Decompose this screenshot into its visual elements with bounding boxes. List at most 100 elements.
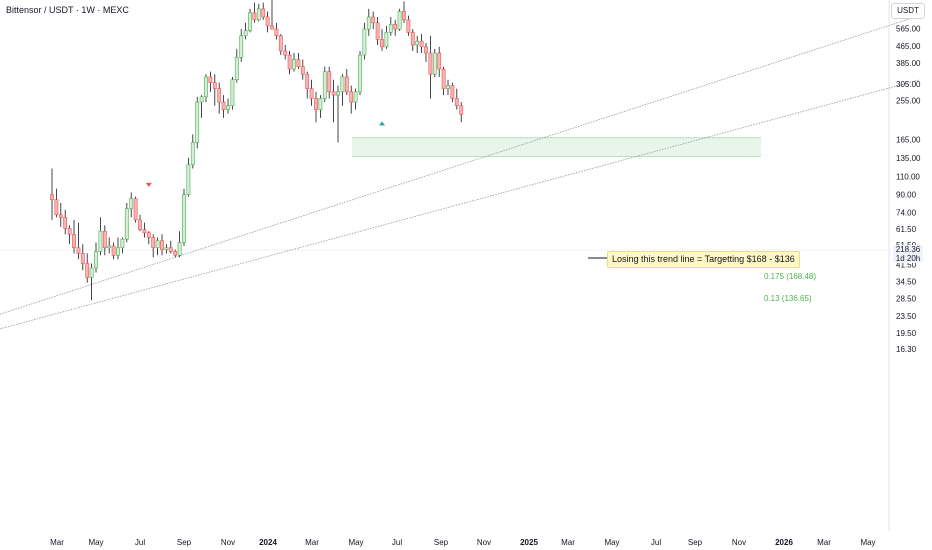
time-tick-label: 2026 [775, 538, 793, 547]
candle [388, 16, 393, 36]
candle-body [261, 8, 266, 18]
candle-body [309, 88, 314, 99]
candle-body [446, 85, 450, 89]
price-axis[interactable]: 2,000.001,600.001,300.001,050.00850.0069… [896, 0, 928, 354]
candle-body [234, 56, 239, 81]
candle-body [265, 16, 270, 27]
candle-body [186, 164, 191, 195]
candle [133, 196, 138, 223]
time-tick-label: Sep [434, 538, 449, 547]
candle-body [72, 234, 76, 249]
candle-body [226, 105, 230, 110]
candle-body [274, 28, 279, 37]
candle-body [54, 199, 59, 216]
candle-body [94, 251, 98, 269]
price-tick-label: 19.50 [896, 329, 917, 338]
candle [248, 8, 252, 33]
candle-body [208, 76, 213, 83]
candle [397, 8, 402, 31]
candle-body [146, 232, 151, 238]
candle [226, 98, 230, 114]
candle-body [305, 73, 310, 89]
candle [63, 209, 68, 235]
candle-body [111, 245, 116, 256]
trendline[interactable] [0, 79, 920, 330]
time-axis[interactable]: Mar May Jul Sep Nov 2024 Mar May Jul Sep Nov 2025 Ma… [50, 538, 875, 547]
candle-body [138, 219, 142, 231]
candle-body [199, 96, 204, 103]
candle-body [327, 71, 332, 93]
candle-body [102, 230, 107, 249]
candle [270, 0, 274, 30]
candle [362, 22, 367, 60]
candle [221, 95, 226, 118]
candle [204, 74, 208, 103]
candle-body [239, 35, 244, 58]
candle-body [221, 101, 226, 110]
candle-body [344, 76, 349, 93]
price-tick-label: 23.50 [896, 312, 917, 321]
candle-body [397, 11, 402, 30]
candle [296, 52, 301, 70]
price-tick-label: 28.50 [896, 295, 917, 304]
candle-body [314, 98, 318, 110]
candle [120, 237, 125, 254]
candle [124, 202, 129, 243]
candle-body [402, 11, 406, 21]
candle [107, 237, 112, 254]
time-tick-label: Mar [561, 538, 575, 547]
candle [424, 43, 428, 62]
candle-body [318, 98, 323, 110]
candle-body [450, 85, 455, 99]
candle [415, 35, 420, 53]
candle-body [173, 251, 178, 256]
candle [58, 202, 63, 227]
signal-markers-layer [145, 121, 385, 187]
time-tick-label: 2025 [520, 538, 538, 547]
fib-zone-layer [352, 137, 761, 158]
candle [384, 25, 389, 49]
candle-body [164, 247, 169, 250]
candle-body [120, 238, 125, 249]
candle [54, 188, 59, 218]
candle [76, 222, 81, 260]
current-price-badge: 218.36 1d 20h [893, 245, 923, 263]
candle-body [428, 52, 433, 75]
candle-body [270, 25, 274, 30]
candle-body [454, 98, 459, 107]
candle [116, 237, 120, 260]
time-tick-label: Mar [50, 538, 64, 547]
candle [111, 242, 116, 260]
candle [261, 2, 266, 20]
candle [402, 1, 406, 23]
candle [331, 79, 336, 123]
candle-body [195, 101, 200, 143]
price-tick-label: 135.00 [896, 154, 921, 163]
bar-countdown: 1d 20h [895, 254, 921, 263]
candle-body [300, 66, 305, 75]
candle [274, 22, 279, 40]
trendline[interactable] [0, 15, 920, 315]
time-tick-label: May [88, 538, 103, 547]
time-tick-label: Mar [305, 538, 319, 547]
candle-body [190, 142, 195, 166]
candle [459, 102, 464, 123]
price-tick-label: 16.30 [896, 345, 917, 354]
candle [314, 91, 318, 123]
candle-body [248, 12, 252, 32]
candle-body [441, 68, 446, 89]
currency-selector[interactable]: USDT [891, 3, 925, 19]
candle [419, 34, 424, 53]
candle [292, 52, 296, 72]
candles-layer [50, 0, 464, 301]
price-tick-label: 565.00 [896, 24, 921, 33]
time-tick-label: Jul [651, 538, 661, 547]
candle [441, 66, 446, 96]
candle-body [296, 59, 301, 67]
candle [138, 214, 142, 232]
candle-body [292, 59, 296, 70]
candle [340, 74, 345, 106]
trendline-callout[interactable]: Losing this trend line = Targetting $168… [607, 251, 800, 268]
candle [428, 35, 433, 99]
candle [300, 59, 305, 80]
